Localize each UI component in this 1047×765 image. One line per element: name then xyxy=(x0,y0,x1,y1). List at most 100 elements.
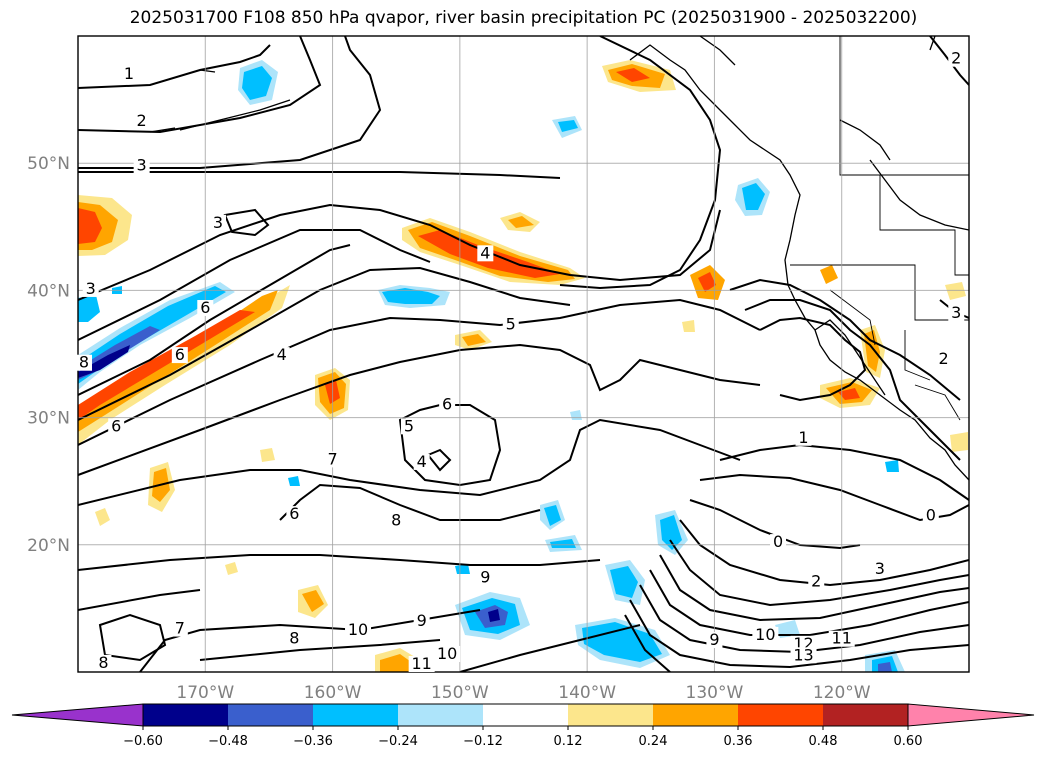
colorbar-frame xyxy=(142,703,909,727)
contour-label-halo xyxy=(120,65,137,82)
contour-label-halo xyxy=(477,245,494,262)
political-boundaries xyxy=(790,36,969,421)
contour-label-halo xyxy=(133,157,150,174)
colorbar-tick-label: −0.48 xyxy=(208,734,248,749)
contour-label-halo xyxy=(388,512,405,529)
map-frame xyxy=(77,35,970,673)
contour-label: 0 xyxy=(773,532,783,551)
contour-label-halo xyxy=(413,453,430,470)
contour-label-halo xyxy=(210,214,227,231)
contour-label-halo xyxy=(95,654,112,671)
contour-label-halo xyxy=(133,113,150,130)
contour-label: 9 xyxy=(417,611,427,630)
contour-label: 6 xyxy=(200,298,210,317)
lon-label: 170°W xyxy=(176,683,234,703)
contour-label-halo xyxy=(808,573,825,590)
contour-label-halo xyxy=(948,305,965,322)
contour-label: 11 xyxy=(832,629,852,648)
contour-label-halo xyxy=(413,612,430,629)
contour-label: 10 xyxy=(437,644,457,663)
contour-label: 1 xyxy=(798,428,808,447)
colorbar-tick-label: −0.36 xyxy=(293,734,333,749)
contour-label-halo xyxy=(871,560,888,577)
contour-label-halo xyxy=(171,347,188,364)
contour-label: 13 xyxy=(793,645,813,664)
contour-label: 0 xyxy=(926,505,936,524)
lat-label: 30°N xyxy=(27,409,70,429)
contour-label-halo xyxy=(828,630,855,647)
colorbar-tick-label: −0.24 xyxy=(378,734,418,749)
contour-label: 8 xyxy=(289,629,299,648)
latitude-labels: 50°N 40°N 30°N 20°N xyxy=(27,154,70,556)
lat-label: 50°N xyxy=(27,154,70,174)
lon-label: 130°W xyxy=(686,683,744,703)
contour-label: 6 xyxy=(175,345,185,364)
contour-label: 4 xyxy=(480,243,490,262)
colorbar-tick-label: 0.12 xyxy=(554,734,583,749)
contour-label-halo xyxy=(286,630,303,647)
contour-label: 8 xyxy=(79,353,89,372)
contour-label: 2 xyxy=(137,111,147,130)
contour-label-halo xyxy=(439,396,456,413)
contour-label-halo xyxy=(286,506,303,523)
contour-label: 9 xyxy=(709,630,719,649)
colorbar-tick-label: 0.36 xyxy=(724,734,753,749)
colorbar-bin xyxy=(143,704,228,726)
colorbar: −0.60 −0.48 −0.36 −0.24 −0.12 0.12 0.24 0.36 0.4… xyxy=(11,703,1035,749)
contour-label: 6 xyxy=(289,504,299,523)
contour-label-halo xyxy=(770,534,787,551)
contour-label-halo xyxy=(752,626,779,643)
map-title: 2025031700 F108 850 hPa qvapor, river ba… xyxy=(129,8,918,28)
contour-label: 7 xyxy=(175,619,185,638)
contour-label-halo xyxy=(795,429,812,446)
qvapor-contours xyxy=(78,36,969,672)
colorbar-tick-label: 0.60 xyxy=(894,734,923,749)
contour-label: 3 xyxy=(86,279,96,298)
contour-label: 2 xyxy=(951,49,961,68)
lon-label: 160°W xyxy=(304,683,362,703)
lon-label: 140°W xyxy=(558,683,616,703)
contour-label-halo xyxy=(408,656,435,672)
contour-label: 3 xyxy=(213,213,223,232)
colorbar-bin xyxy=(653,704,738,726)
gridlines xyxy=(78,36,969,672)
contour-label: 6 xyxy=(442,395,452,414)
contour-label-halo xyxy=(948,50,965,67)
contour-label-halo xyxy=(502,316,519,333)
contour-label-halo xyxy=(790,647,817,664)
contour-label-halo xyxy=(922,507,939,524)
lat-label: 20°N xyxy=(27,536,70,556)
colorbar-tick-label: 0.24 xyxy=(639,734,668,749)
contour-label-halo xyxy=(82,280,99,297)
lon-label: 150°W xyxy=(431,683,489,703)
contour-label: 8 xyxy=(98,653,108,672)
contour-label: 3 xyxy=(137,156,147,175)
contour-label: 8 xyxy=(391,510,401,529)
contour-label-halo xyxy=(477,569,494,586)
contour-label: 2 xyxy=(938,349,948,368)
negative-anomaly-fills xyxy=(78,60,905,672)
colorbar-over-arrow xyxy=(907,703,1035,727)
contour-label: 3 xyxy=(875,559,885,578)
contour-label-halo xyxy=(76,354,92,371)
contour-label: 5 xyxy=(506,315,516,334)
colorbar-bin xyxy=(228,704,313,726)
colorbar-under-arrow xyxy=(11,703,144,727)
longitude-labels: 170°W 160°W 150°W 140°W 130°W 120°W xyxy=(176,683,870,703)
contour-label: 11 xyxy=(411,654,431,673)
contour-label: 10 xyxy=(348,620,368,639)
contour-label-halo xyxy=(273,347,290,364)
contour-label: 9 xyxy=(480,568,490,587)
colorbar-bin xyxy=(313,704,398,726)
contour-label-halo xyxy=(935,350,952,367)
contour-label-halo xyxy=(706,632,723,649)
lat-label: 40°N xyxy=(27,281,70,301)
contour-label-halo xyxy=(434,646,461,663)
colorbar-bin xyxy=(398,704,483,726)
colorbar-tick-label: 0.48 xyxy=(809,734,838,749)
contour-label: 10 xyxy=(755,625,775,644)
contour-label-halo xyxy=(345,621,372,638)
contour-label: 5 xyxy=(404,416,414,435)
